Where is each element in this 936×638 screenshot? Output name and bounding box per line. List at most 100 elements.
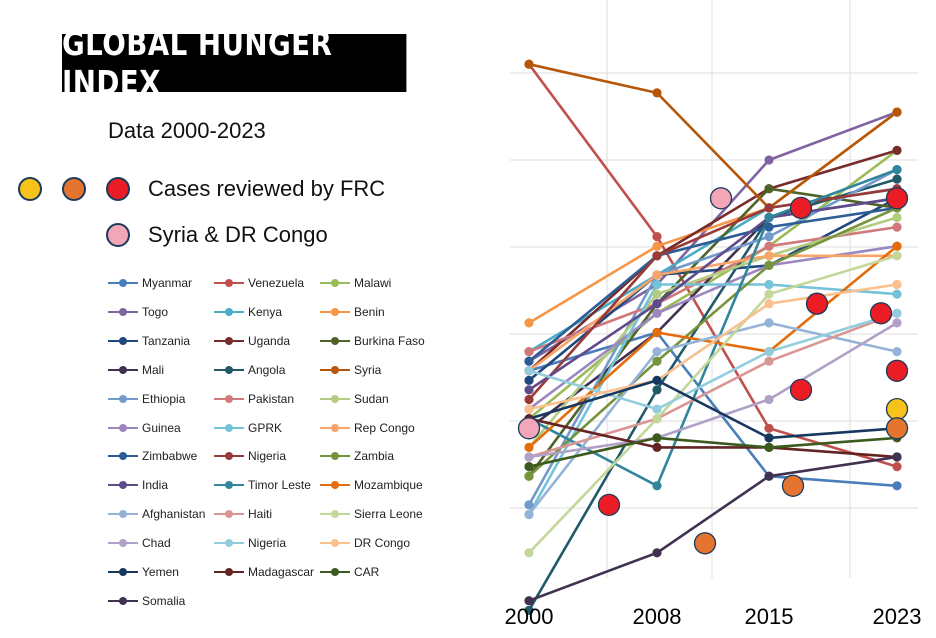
x-tick-label-2: 2015: [745, 604, 794, 629]
x-tick-label-3: 2023: [873, 604, 922, 629]
legend-label: Malawi: [354, 276, 392, 290]
highlight-point-6: [789, 378, 813, 402]
legend-item: Angola: [214, 361, 285, 379]
legend-item: India: [108, 476, 168, 494]
legend-label: Benin: [354, 304, 385, 319]
legend-label: Haiti: [248, 507, 273, 522]
data-point-23-1: [652, 327, 662, 338]
data-point-32-2: [764, 442, 774, 452]
series-line-33: [528, 455, 898, 602]
legend-item: Zambia: [320, 447, 394, 465]
data-point-32-0: [524, 462, 534, 472]
legend-swatch-icon: [108, 478, 138, 492]
legend-label: Timor Leste: [248, 478, 311, 493]
legend-label: Nigeria: [248, 449, 287, 464]
series-line-11: [528, 62, 898, 210]
legend-swatch-icon: [214, 421, 244, 435]
data-point-6-0: [524, 375, 534, 385]
highlight-point-2: [709, 187, 733, 210]
highlight-point-12: [885, 187, 909, 210]
legend-item: DR Congo: [320, 534, 410, 552]
data-point-26-3: [892, 251, 902, 261]
x-tick-label-1: 2008: [633, 604, 682, 629]
legend-label: Sierra Leone: [354, 507, 423, 522]
data-point-29-2: [764, 299, 774, 309]
legend-label: Venezuela: [248, 276, 305, 290]
data-point-24-2: [764, 318, 774, 328]
legend-swatch-icon: [214, 565, 244, 579]
legend-label: CAR: [354, 565, 380, 579]
legend-label: Burkina Faso: [354, 333, 425, 348]
data-point-33-2: [764, 471, 774, 481]
series-line-7: [528, 149, 898, 372]
series-line-29: [528, 283, 898, 411]
legend-item: Rep Congo: [320, 419, 415, 437]
data-point-24-0: [524, 509, 534, 520]
highlight-point-11: [885, 417, 909, 440]
data-point-17-2: [764, 251, 774, 261]
data-point-19-2: [764, 203, 774, 213]
series-line-18: [528, 206, 898, 363]
legend-swatch-icon: [320, 392, 350, 406]
legend-item: Togo: [108, 303, 168, 321]
data-point-24-3: [892, 347, 902, 357]
data-point-3-2: [764, 155, 774, 165]
data-point-7-3: [892, 145, 902, 155]
legend-item: Tanzania: [108, 332, 190, 350]
legend-label: Kenya: [248, 304, 283, 319]
legend-item: Afghanistan: [108, 505, 205, 523]
legend-item: Burkina Faso: [320, 332, 425, 350]
series-line-19: [528, 187, 898, 401]
legend-swatch-icon: [108, 392, 138, 406]
legend-label: Afghanistan: [142, 507, 206, 522]
frc-legend-label: Cases reviewed by FRC: [148, 176, 386, 201]
legend-item: Syria: [320, 361, 381, 379]
legend-swatch-icon: [108, 276, 138, 290]
highlight-point-10: [885, 397, 909, 421]
data-point-22-2: [764, 212, 774, 223]
legend-item: Malawi: [320, 274, 391, 292]
data-point-1-2: [764, 423, 774, 433]
data-point-25-2: [764, 356, 774, 366]
data-point-14-3: [892, 212, 902, 223]
legend-item: Ethiopia: [108, 390, 185, 408]
data-point-11-3: [892, 107, 902, 117]
data-point-20-2: [764, 260, 774, 270]
data-point-0-3: [892, 481, 902, 491]
series-line-25: [528, 312, 898, 459]
legend-swatch-icon: [214, 305, 244, 319]
data-point-20-1: [652, 356, 662, 366]
data-point-10-1: [652, 385, 662, 395]
legend-item: Uganda: [214, 332, 290, 350]
highlight-point-5: [805, 292, 829, 315]
data-point-1-1: [652, 232, 662, 242]
highlight-points: [517, 187, 909, 555]
legend-label: DR Congo: [354, 536, 411, 551]
series-line-20: [528, 206, 898, 478]
legend-item: GPRK: [214, 419, 282, 437]
data-point-10-3: [892, 174, 902, 184]
data-point-13-0: [524, 347, 534, 357]
highlight-point-3: [693, 532, 717, 555]
legend-label: GPRK: [248, 420, 283, 435]
legend-label: Zimbabwe: [142, 449, 198, 464]
data-point-29-0: [524, 404, 534, 414]
legend-item: Kenya: [214, 303, 282, 321]
legend-swatch-icon: [214, 507, 244, 521]
data-point-28-1: [652, 404, 662, 414]
legend-item: Mali: [108, 361, 164, 379]
legend-swatch-icon: [108, 421, 138, 435]
series-line-21: [528, 197, 898, 391]
legend-swatch-icon: [108, 536, 138, 550]
data-point-26-0: [524, 548, 534, 558]
frc-legend-row: Cases reviewed by FRC: [18, 176, 385, 202]
data-point-13-3: [892, 222, 902, 232]
legend-item: Madagascar: [214, 563, 314, 581]
data-point-31-1: [652, 442, 662, 452]
legend-label: Madagascar: [248, 565, 315, 579]
legend-item: Benin: [320, 303, 385, 321]
data-point-12-0: [524, 500, 534, 510]
legend-label: Angola: [248, 362, 286, 377]
legend-label: Chad: [142, 536, 171, 551]
